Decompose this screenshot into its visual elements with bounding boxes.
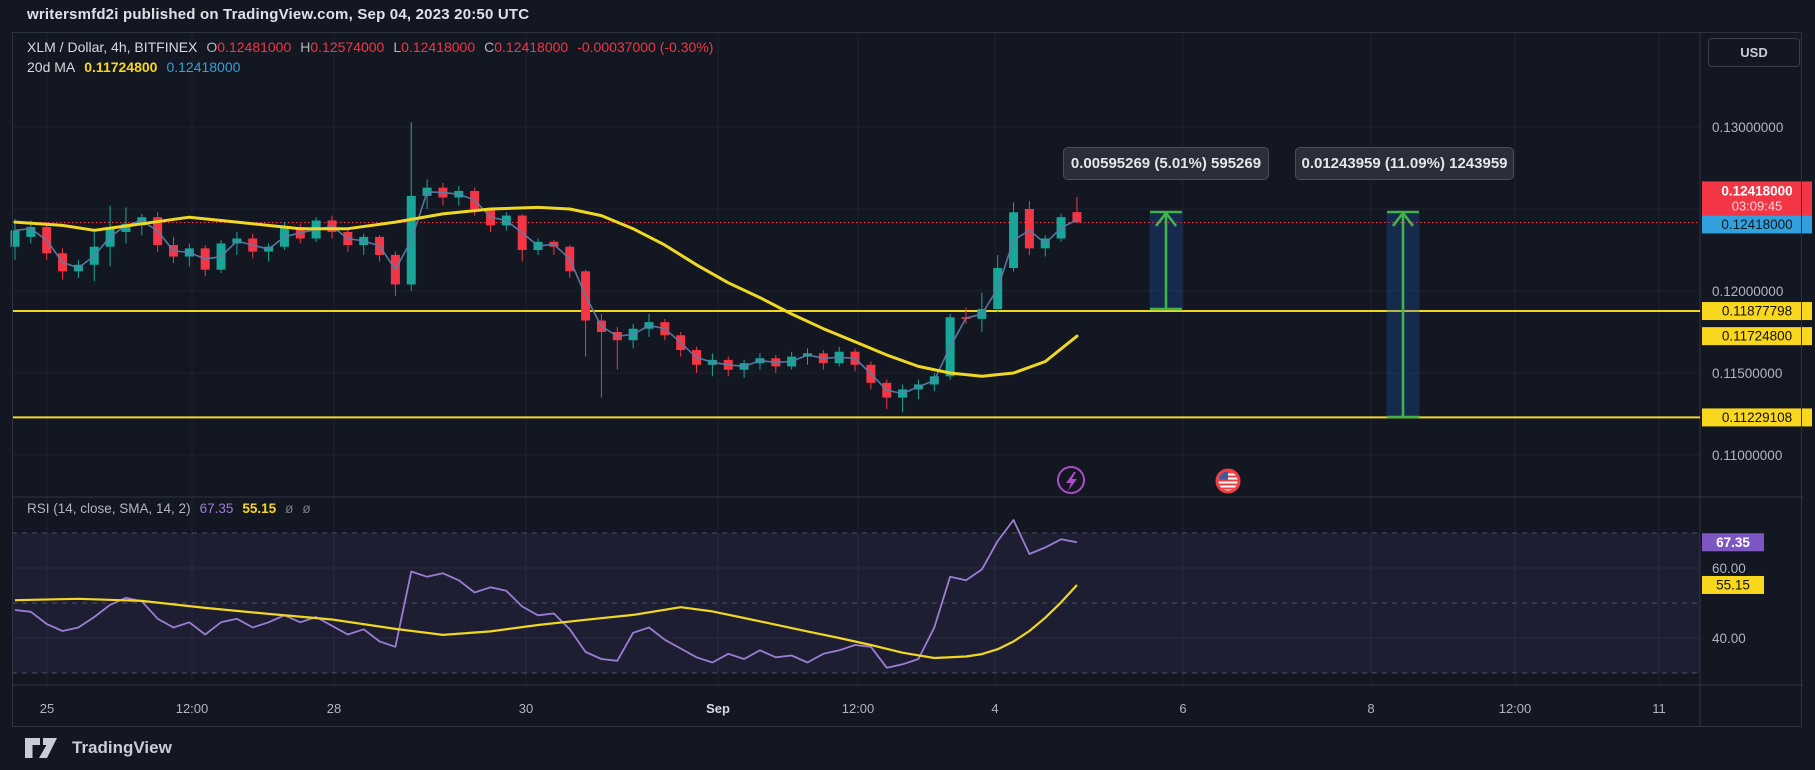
price-tick-label: 0.11000000 bbox=[1712, 448, 1782, 463]
flag-stripe bbox=[1218, 483, 1238, 486]
candle-body-down bbox=[1072, 212, 1082, 223]
ma-blue-line bbox=[14, 190, 1078, 395]
yellow-level-badge-value: 0.11229108 bbox=[1722, 410, 1792, 425]
time-tick-label: 12:00 bbox=[842, 701, 875, 716]
ma-value-yellow: 0.11724800 bbox=[84, 59, 158, 75]
price-range-label-1[interactable]: 0.00595269 (5.01%) 595269 bbox=[1063, 147, 1269, 180]
rsi-empty-plot-2: ø bbox=[302, 501, 311, 516]
price-tick-label: 0.11500000 bbox=[1712, 366, 1782, 381]
ohlc-open: O0.12481000 bbox=[206, 39, 292, 55]
time-tick-label: 12:00 bbox=[1499, 701, 1532, 716]
rsi-sma-badge bbox=[1702, 575, 1764, 594]
price-tick-label: 0.12000000 bbox=[1712, 284, 1783, 299]
yellow-level-badge-value: 0.11724800 bbox=[1722, 329, 1792, 344]
price-range-tool-1-arrowhead-right bbox=[1164, 212, 1178, 227]
rsi-sma-value: 55.15 bbox=[242, 501, 277, 516]
lightning-bolt-glyph bbox=[1066, 472, 1077, 491]
yellow-level-badge bbox=[1702, 302, 1812, 321]
yellow-level-badge bbox=[1702, 327, 1812, 346]
price-range-label-2[interactable]: 0.01243959 (11.09%) 1243959 bbox=[1295, 147, 1514, 180]
rsi-empty-plot-1: ø bbox=[285, 501, 294, 516]
time-tick-label: 28 bbox=[327, 701, 341, 716]
candle-body-up bbox=[26, 227, 36, 237]
rsi-current-value: 67.35 bbox=[199, 501, 234, 516]
ma-blue-badge bbox=[1702, 215, 1812, 234]
rsi-indicator-legend[interactable]: RSI (14, close, SMA, 14, 2) 67.35 55.15 … bbox=[27, 501, 311, 516]
ohlc-low: L0.12418000 bbox=[393, 39, 476, 55]
symbol-title[interactable]: XLM / Dollar, 4h, BITFINEX bbox=[27, 39, 198, 55]
rsi-sma-badge-text: 55.15 bbox=[1716, 577, 1750, 592]
last-price-badge bbox=[1702, 181, 1812, 216]
rsi-line bbox=[14, 519, 1078, 669]
last-price-badge-value: 0.12418000 bbox=[1721, 183, 1792, 198]
candle-body-down bbox=[1024, 209, 1034, 249]
time-tick-label: 25 bbox=[40, 701, 54, 716]
time-tick-label: 4 bbox=[991, 701, 998, 716]
candle-countdown-timer: 03:09:45 bbox=[1732, 198, 1783, 213]
price-range-tool-1-arrowhead-left bbox=[1154, 212, 1168, 227]
flag-stripe bbox=[1218, 487, 1238, 490]
symbol-legend-row[interactable]: XLM / Dollar, 4h, BITFINEX O0.12481000 H… bbox=[27, 39, 713, 55]
price-range-tool-2-arrowhead-right bbox=[1401, 212, 1415, 227]
ma-value-blue: 0.12418000 bbox=[166, 59, 241, 75]
rsi-tick-label: 40.00 bbox=[1712, 631, 1746, 646]
flag-canton bbox=[1218, 471, 1228, 480]
ohlc-close: C0.12418000 bbox=[484, 39, 569, 55]
flag-stripe bbox=[1218, 479, 1238, 482]
rsi-indicator-title[interactable]: RSI (14, close, SMA, 14, 2) bbox=[27, 501, 191, 516]
time-tick-label: 12:00 bbox=[176, 701, 209, 716]
rsi-value-badge-text: 67.35 bbox=[1716, 535, 1750, 550]
publish-attribution-bar: writersmfd2i published on TradingView.co… bbox=[27, 6, 530, 23]
tradingview-brand-text: TradingView bbox=[72, 738, 172, 757]
ma-indicator-title[interactable]: 20d MA bbox=[27, 59, 76, 75]
candle-body-up bbox=[121, 223, 131, 232]
price-tick-label: 0.13000000 bbox=[1712, 120, 1783, 135]
time-tick-label: 6 bbox=[1179, 701, 1186, 716]
rsi-tick-label: 60.00 bbox=[1712, 561, 1746, 576]
time-tick-label: 11 bbox=[1652, 701, 1666, 716]
currency-toggle-button[interactable]: USD bbox=[1708, 38, 1800, 67]
time-tick-label: 8 bbox=[1367, 701, 1374, 716]
time-tick-label: 30 bbox=[519, 701, 533, 716]
tradingview-logo-link[interactable]: TradingView bbox=[24, 734, 172, 762]
candle-body-up bbox=[10, 230, 20, 247]
crypto-event-lightning-icon[interactable] bbox=[1057, 466, 1085, 494]
ohlc-high: H0.12574000 bbox=[300, 39, 385, 55]
price-change: -0.00037000 (-0.30%) bbox=[577, 39, 714, 55]
rsi-value-badge bbox=[1702, 533, 1764, 552]
ma-blue-badge-value: 0.12418000 bbox=[1721, 217, 1792, 232]
tradingview-logo-icon bbox=[25, 738, 57, 758]
ma-yellow-line bbox=[13, 205, 1079, 378]
price-range-tool-2-arrowhead-left bbox=[1391, 212, 1405, 227]
rsi-sma-line bbox=[14, 584, 1078, 660]
yellow-level-badge bbox=[1702, 408, 1812, 427]
ma-indicator-legend-row[interactable]: 20d MA 0.11724800 0.12418000 bbox=[27, 59, 240, 75]
time-tick-label: Sep bbox=[706, 701, 730, 716]
yellow-level-badge-value: 0.11877798 bbox=[1722, 304, 1792, 319]
